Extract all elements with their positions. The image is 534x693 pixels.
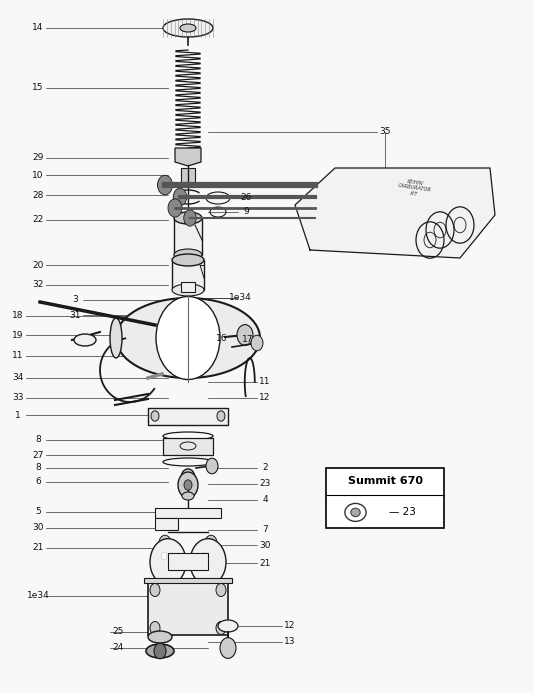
Text: 14: 14 <box>33 24 44 33</box>
Ellipse shape <box>161 552 167 560</box>
Text: 20: 20 <box>33 261 44 270</box>
Bar <box>163 438 213 455</box>
Circle shape <box>184 210 197 226</box>
Circle shape <box>150 584 160 597</box>
Ellipse shape <box>163 19 213 37</box>
Ellipse shape <box>148 631 172 643</box>
Text: 33: 33 <box>12 394 23 403</box>
Text: 5: 5 <box>35 507 41 516</box>
Bar <box>168 553 208 570</box>
Circle shape <box>151 411 159 421</box>
Ellipse shape <box>182 492 194 500</box>
Circle shape <box>159 535 171 551</box>
Text: 32: 32 <box>33 281 44 290</box>
Text: 30: 30 <box>259 541 271 550</box>
Text: 12: 12 <box>284 622 296 631</box>
Circle shape <box>237 324 253 345</box>
Bar <box>174 218 202 255</box>
Bar <box>155 508 221 518</box>
Text: 16: 16 <box>216 333 227 342</box>
Text: 22: 22 <box>33 216 44 225</box>
Ellipse shape <box>74 334 96 346</box>
Text: 23: 23 <box>260 480 271 489</box>
Text: 30: 30 <box>32 523 44 532</box>
Text: 1: 1 <box>15 410 21 419</box>
Circle shape <box>150 538 186 586</box>
Circle shape <box>217 411 225 421</box>
Bar <box>326 468 444 528</box>
Text: 1e34: 1e34 <box>229 294 252 303</box>
Ellipse shape <box>351 508 360 516</box>
Circle shape <box>206 458 218 474</box>
Text: 7: 7 <box>262 525 268 534</box>
Text: 27: 27 <box>33 450 44 459</box>
Circle shape <box>220 638 236 658</box>
Text: 3: 3 <box>72 295 78 304</box>
Circle shape <box>158 175 172 195</box>
Ellipse shape <box>116 298 260 378</box>
Bar <box>172 260 204 290</box>
Text: KEIHIN
CARBURATOR
KIT: KEIHIN CARBURATOR KIT <box>397 177 433 199</box>
Text: 11: 11 <box>259 378 271 387</box>
Text: 35: 35 <box>379 128 391 137</box>
Text: 10: 10 <box>32 170 44 179</box>
Ellipse shape <box>201 552 207 560</box>
Text: 13: 13 <box>284 638 296 647</box>
Text: 8: 8 <box>35 435 41 444</box>
Text: 19: 19 <box>12 331 23 340</box>
Text: 2: 2 <box>262 464 268 473</box>
Circle shape <box>150 622 160 635</box>
Text: 31: 31 <box>69 310 81 319</box>
Text: 1e34: 1e34 <box>27 592 49 601</box>
Circle shape <box>154 643 166 659</box>
Text: 15: 15 <box>32 83 44 92</box>
Text: 34: 34 <box>12 374 23 383</box>
Circle shape <box>205 535 217 551</box>
Text: 12: 12 <box>260 394 271 403</box>
Circle shape <box>251 335 263 351</box>
Circle shape <box>156 297 220 380</box>
Text: 6: 6 <box>35 477 41 486</box>
Ellipse shape <box>110 318 122 358</box>
Bar <box>155 518 178 530</box>
Bar <box>181 168 195 186</box>
Text: 9: 9 <box>243 207 249 216</box>
Text: 11: 11 <box>12 351 23 360</box>
Polygon shape <box>175 148 201 166</box>
Text: 21: 21 <box>33 543 44 552</box>
Text: 29: 29 <box>33 154 44 162</box>
Circle shape <box>190 538 226 586</box>
Text: 18: 18 <box>12 311 23 320</box>
Bar <box>181 282 195 292</box>
Text: 26: 26 <box>240 193 252 202</box>
Ellipse shape <box>172 254 204 266</box>
Circle shape <box>181 469 195 487</box>
Bar <box>144 578 232 583</box>
Bar <box>148 408 228 425</box>
Ellipse shape <box>174 249 202 261</box>
Bar <box>148 580 228 635</box>
Text: 17: 17 <box>242 335 254 344</box>
Circle shape <box>173 188 187 206</box>
Text: 28: 28 <box>33 191 44 200</box>
Circle shape <box>178 472 198 498</box>
Text: 24: 24 <box>112 644 124 653</box>
Text: 25: 25 <box>112 627 124 636</box>
Text: 4: 4 <box>262 495 268 505</box>
Ellipse shape <box>172 284 204 296</box>
Circle shape <box>216 584 226 597</box>
Circle shape <box>168 199 182 217</box>
Text: Summit 670: Summit 670 <box>348 476 422 486</box>
Ellipse shape <box>180 24 196 32</box>
Ellipse shape <box>170 311 180 319</box>
Text: 8: 8 <box>35 464 41 473</box>
Text: 21: 21 <box>260 559 271 568</box>
Ellipse shape <box>146 644 174 658</box>
Ellipse shape <box>174 212 202 224</box>
Circle shape <box>184 480 192 490</box>
Circle shape <box>216 622 226 635</box>
Text: — 23: — 23 <box>389 507 416 518</box>
Ellipse shape <box>218 620 238 632</box>
Polygon shape <box>295 168 495 258</box>
